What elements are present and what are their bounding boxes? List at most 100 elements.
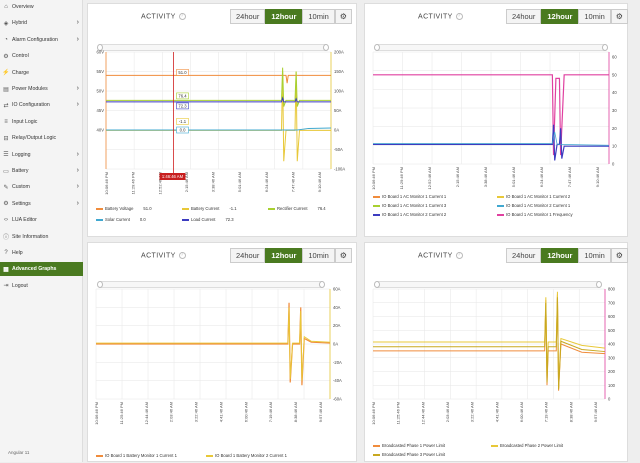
legend-swatch	[268, 208, 275, 210]
gear-icon[interactable]: ⚙	[610, 248, 628, 263]
sidebar-item-alarm-configuration[interactable]: ◔ Alarm Configuration ›	[0, 33, 83, 47]
range-scrollbar[interactable]	[97, 281, 325, 288]
sidebar-item-lua-editor[interactable]: ‹› LUA Editor	[0, 213, 83, 227]
sidebar-item-control[interactable]: ⚙ Control	[0, 49, 83, 63]
legend-swatch	[182, 219, 189, 221]
sidebar-item-power-modules[interactable]: ▤ Power Modules ›	[0, 82, 83, 96]
legend-item[interactable]: IO Board 1 AC Monitor 1 Current 1	[373, 194, 446, 199]
y-tick-label: 40A	[333, 305, 341, 310]
tab-10min[interactable]: 10min	[302, 9, 335, 24]
legend-item[interactable]: Battery Current -1.1	[182, 206, 237, 211]
gear-icon[interactable]: ⚙	[334, 9, 352, 24]
help-icon[interactable]: ?	[178, 13, 186, 20]
legend-label: Broadcasted Phase 2 Power Limit	[500, 443, 564, 448]
scroll-handle-right[interactable]	[602, 44, 608, 51]
legend-item[interactable]: IO Board 1 AC Monitor 1 Frequency	[497, 212, 573, 217]
scroll-handle-right[interactable]	[319, 281, 325, 288]
tab-10min[interactable]: 10min	[302, 248, 335, 263]
tab-24hour[interactable]: 24hour	[230, 248, 266, 263]
logic-icon: ≡	[4, 118, 8, 125]
legend-swatch	[497, 196, 504, 198]
sidebar-item-io-configuration[interactable]: ⇄ IO Configuration ›	[0, 98, 83, 112]
legend-item[interactable]: Battery Voltage 51.0	[96, 206, 152, 211]
series-frequency	[373, 74, 609, 156]
chart-4[interactable]: 800 700 600 500 400 300 200 100 0 10:06:46 PM 11:2…	[365, 285, 629, 455]
tab-10min[interactable]: 10min	[578, 9, 611, 24]
legend-item[interactable]: IO Board 1 Battery Monitor 1 Current 1	[96, 453, 177, 458]
range-scrollbar[interactable]	[374, 44, 608, 51]
legend-swatch	[373, 205, 380, 207]
chart-3[interactable]: 60A 40A 20A 0A -20A -40A -60A 10:06:46 PM 11:25:…	[88, 285, 358, 455]
x-tick-label: 11:25:46 PM	[119, 402, 124, 424]
chevron-right-icon: ›	[76, 167, 79, 174]
tab-24hour[interactable]: 24hour	[506, 248, 542, 263]
sidebar-item-charge[interactable]: ⚡ Charge	[0, 66, 83, 80]
legend-item[interactable]: Load Current 72.3	[182, 217, 234, 222]
sidebar-item-overview[interactable]: ⌂ Overview	[0, 0, 83, 14]
y-tick-label: 0A	[334, 128, 339, 133]
scroll-handle-right[interactable]	[323, 44, 329, 51]
scroll-handle-left[interactable]	[374, 281, 380, 288]
chart-2[interactable]: 60 50 40 30 20 10 0 10:06:46 PM 11:29:46 PM 12:52…	[365, 49, 629, 219]
cursor-value-box	[176, 102, 189, 110]
y-tick-label: 500	[608, 328, 616, 333]
sidebar-item-input-logic[interactable]: ≡ Input Logic	[0, 115, 83, 129]
range-scrollbar[interactable]	[97, 44, 329, 51]
x-tick-label: 12:52:46 AM	[157, 172, 162, 194]
scroll-handle-left[interactable]	[97, 44, 103, 51]
help-icon[interactable]: ?	[178, 252, 186, 259]
legend-value: 51.0	[143, 206, 152, 211]
series-phase-1	[373, 294, 606, 391]
scroll-handle-left[interactable]	[374, 44, 380, 51]
legend-item[interactable]: Broadcasted Phase 3 Power Limit	[373, 452, 445, 457]
sidebar-item-help[interactable]: ? Help	[0, 246, 83, 260]
activity-panel-1: ACTIVITY? 24hour 12hour 10min ⚙ 60V 55V 50…	[87, 3, 357, 237]
legend-item[interactable]: IO Board 1 AC Monitor 2 Current 1	[497, 203, 570, 208]
legend-item[interactable]: Solar Current 0.0	[96, 217, 146, 222]
tab-12hour[interactable]: 12hour	[541, 248, 579, 263]
x-tick-label: 5:01:46 AM	[511, 167, 516, 187]
sidebar-item-custom[interactable]: ✎ Custom ›	[0, 180, 83, 194]
sidebar-item-logging[interactable]: ☰ Logging ›	[0, 148, 83, 162]
x-tick-label: 6:24:46 AM	[539, 167, 544, 187]
help-icon[interactable]: ?	[455, 252, 463, 259]
tab-24hour[interactable]: 24hour	[230, 9, 266, 24]
y-tick-label: 40	[612, 90, 617, 95]
tab-10min[interactable]: 10min	[578, 248, 611, 263]
version-label: Angular 11	[8, 450, 30, 455]
range-scrollbar[interactable]	[374, 281, 602, 288]
sidebar-item-hybrid[interactable]: ◈ Hybrid ›	[0, 16, 83, 30]
gear-icon[interactable]: ⚙	[610, 9, 628, 24]
logout-icon: ⇥	[3, 283, 9, 290]
legend-item[interactable]: Rectifier Current 76.4	[268, 206, 326, 211]
tab-12hour[interactable]: 12hour	[265, 248, 303, 263]
sidebar-item-battery[interactable]: ▭ Battery ›	[0, 164, 83, 178]
y-tick-label: 700	[608, 300, 616, 305]
legend-value: 72.3	[225, 217, 234, 222]
y-tick-label: 100	[608, 383, 616, 388]
scroll-handle-right[interactable]	[596, 281, 602, 288]
y-tick-label: -20A	[333, 360, 342, 365]
legend-item[interactable]: IO Board 1 AC Monitor 1 Current 3	[373, 203, 446, 208]
sidebar-item-label: Custom	[12, 184, 30, 191]
tab-12hour[interactable]: 12hour	[541, 9, 579, 24]
sidebar-item-site-information[interactable]: ⓘ Site Information	[0, 230, 83, 244]
gear-icon[interactable]: ⚙	[334, 248, 352, 263]
sidebar-item-label: Power Modules	[12, 86, 48, 92]
legend-item[interactable]: IO Board 1 AC Monitor 2 Current 2	[373, 212, 446, 217]
tab-12hour[interactable]: 12hour	[265, 9, 303, 24]
sidebar-item-relay-output-logic[interactable]: ⊟ Relay/Output Logic	[0, 131, 83, 145]
legend-label: IO Board 1 AC Monitor 1 Frequency	[506, 212, 573, 217]
sidebar-item-advanced-graphs[interactable]: ▦ Advanced Graphs	[0, 262, 83, 277]
legend-item[interactable]: IO Board 1 Battery Monitor 2 Current 1	[206, 453, 287, 458]
help-icon[interactable]: ?	[455, 13, 463, 20]
sidebar-item-logout[interactable]: ⇥ Logout	[0, 279, 83, 293]
legend-item[interactable]: Broadcasted Phase 2 Power Limit	[491, 443, 563, 448]
legend-value: 0.0	[139, 217, 146, 222]
tab-24hour[interactable]: 24hour	[506, 9, 542, 24]
legend-item[interactable]: Broadcasted Phase 1 Power Limit	[373, 443, 445, 448]
scroll-handle-left[interactable]	[97, 281, 103, 288]
sidebar-item-settings[interactable]: ⚙ Settings ›	[0, 197, 83, 211]
chart-1[interactable]: 60V 55V 50V 45V 40V 200A 150A 100A 50A 0A -50A -100…	[88, 49, 358, 219]
legend-item[interactable]: IO Board 1 AC Monitor 1 Current 2	[497, 194, 570, 199]
